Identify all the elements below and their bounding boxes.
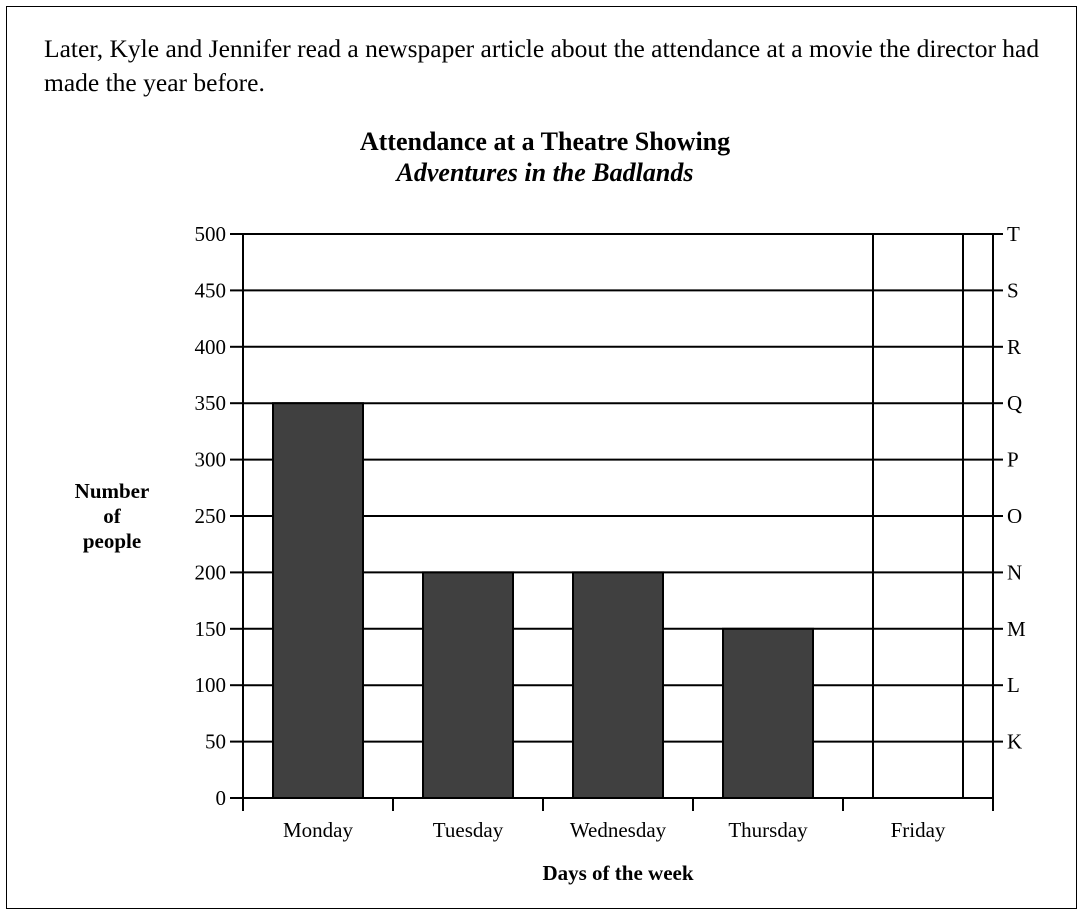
- right-tick-label: S: [1007, 278, 1019, 302]
- right-tick-label: Q: [1007, 391, 1022, 415]
- y-tick-label: 150: [195, 617, 227, 641]
- right-tick-label: R: [1007, 335, 1021, 359]
- y-tick-label: 350: [195, 391, 227, 415]
- y-tick-label: 450: [195, 278, 227, 302]
- bar: [422, 571, 514, 800]
- x-tick-label: Thursday: [728, 818, 808, 842]
- right-tick-label: K: [1007, 730, 1022, 754]
- y-tick-label: 300: [195, 448, 227, 472]
- y-tick-label: 250: [195, 504, 227, 528]
- intro-text: Later, Kyle and Jennifer read a newspape…: [44, 34, 1040, 97]
- y-axis-title-line: people: [83, 529, 141, 553]
- x-tick-label: Tuesday: [433, 818, 504, 842]
- x-tick-label: Friday: [891, 818, 946, 842]
- y-tick-label: 0: [216, 786, 227, 810]
- right-tick-label: O: [1007, 504, 1022, 528]
- right-tick-label: M: [1007, 617, 1026, 641]
- y-axis-title-line: of: [103, 504, 122, 528]
- y-axis-title-line: Number: [75, 479, 150, 503]
- right-tick-label: L: [1007, 673, 1020, 697]
- right-tick-label: N: [1007, 560, 1022, 584]
- y-tick-label: 50: [205, 730, 226, 754]
- chart-subtitle: Adventures in the Badlands: [396, 158, 694, 187]
- question-frame: [6, 6, 1077, 909]
- x-axis-title: Days of the week: [542, 861, 693, 885]
- right-tick-label: P: [1007, 448, 1019, 472]
- bar: [722, 627, 814, 799]
- y-tick-label: 200: [195, 560, 227, 584]
- bar: [272, 402, 364, 799]
- right-tick-label: T: [1007, 222, 1020, 246]
- y-tick-label: 400: [195, 335, 227, 359]
- bar: [572, 571, 664, 800]
- chart-title: Attendance at a Theatre Showing: [359, 127, 731, 156]
- y-tick-label: 500: [195, 222, 227, 246]
- x-tick-label: Wednesday: [570, 818, 667, 842]
- x-tick-label: Monday: [283, 818, 353, 842]
- y-tick-label: 100: [195, 673, 227, 697]
